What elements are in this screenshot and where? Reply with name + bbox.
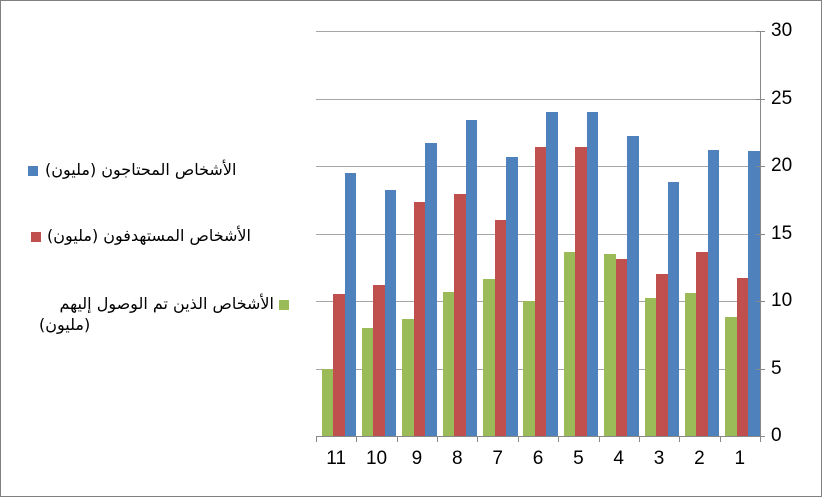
value-axis-tick-5: [756, 368, 765, 370]
gridline-y-30: [316, 31, 760, 32]
legend-label-need: الأشخاص المحتاجون (مليون): [45, 160, 237, 179]
bar-reached-month-1: [725, 317, 737, 436]
bar-reached-month-3: [644, 298, 656, 436]
category-label-3: 3: [653, 448, 665, 469]
plot-area: [316, 31, 760, 436]
category-label-9: 9: [411, 448, 423, 469]
legend-swatch-need: [28, 166, 38, 176]
category-label-2: 2: [694, 448, 705, 469]
bar-need-month-5: [586, 112, 599, 436]
category-axis-tick: [598, 436, 600, 442]
category-axis-tick: [396, 436, 398, 442]
category-axis-tick: [558, 436, 560, 442]
value-axis-tick-30: [756, 31, 765, 32]
bar-reached-month-10: [361, 328, 374, 436]
category-label-10: 10: [365, 448, 388, 469]
legend-label-reached-line1: الأشخاص الذين تم الوصول إليهم: [59, 294, 274, 313]
bar-targeted-month-2: [696, 252, 708, 436]
value-axis-label-0: 0: [771, 425, 782, 446]
value-axis-tick-15: [756, 233, 765, 235]
value-axis-label-15: 15: [771, 222, 793, 244]
bar-targeted-month-9: [413, 202, 426, 436]
bar-targeted-month-3: [656, 274, 668, 436]
bar-need-month-3: [667, 182, 679, 436]
category-label-5: 5: [573, 448, 584, 469]
category-axis-tick: [316, 436, 317, 442]
category-axis-tick: [760, 436, 761, 442]
category-label-8: 8: [451, 448, 463, 469]
value-axis-tick-25: [756, 98, 765, 100]
bar-targeted-month-7: [494, 220, 507, 436]
bar-need-month-7: [506, 156, 518, 436]
bar-targeted-month-6: [534, 147, 547, 436]
bar-targeted-month-8: [454, 194, 466, 436]
value-axis-label-30: 30: [771, 20, 793, 41]
bar-reached-month-9: [402, 318, 414, 436]
bar-targeted-month-1: [736, 278, 749, 436]
bar-reached-month-8: [442, 291, 455, 436]
legend-label-reached-line2: (مليون): [39, 315, 91, 334]
value-axis-tick-10: [756, 301, 765, 302]
value-axis-tick-20: [756, 166, 765, 167]
bar-need-month-6: [546, 112, 558, 436]
value-axis-label-5: 5: [771, 357, 782, 379]
bar-reached-month-7: [483, 279, 495, 436]
value-axis-label-20: 20: [771, 155, 793, 176]
legend-swatch-reached: [279, 300, 289, 310]
bar-reached-month-4: [604, 253, 616, 436]
value-axis-line: [760, 31, 761, 442]
value-axis-label-10: 10: [771, 290, 793, 311]
category-axis-line: [316, 436, 765, 437]
gridline-y-25: [316, 98, 760, 100]
bar-targeted-month-11: [333, 294, 345, 436]
category-axis-tick: [356, 436, 358, 442]
bar-need-month-11: [344, 172, 357, 436]
bar-reached-month-11: [321, 368, 334, 436]
bar-need-month-2: [707, 149, 720, 436]
bar-targeted-month-4: [615, 259, 628, 436]
category-axis-tick: [638, 436, 640, 442]
category-axis-tick: [477, 436, 479, 442]
category-label-7: 7: [492, 448, 503, 469]
category-axis-tick: [719, 436, 721, 442]
category-axis-tick: [679, 436, 681, 442]
bar-need-month-10: [384, 190, 397, 436]
value-axis-label-25: 25: [771, 87, 793, 109]
legend-swatch-targeted: [31, 232, 41, 242]
category-axis-tick: [517, 436, 519, 442]
category-label-1: 1: [734, 448, 746, 469]
bar-need-month-8: [465, 120, 478, 436]
bar-need-month-4: [627, 136, 639, 436]
bar-need-month-9: [425, 143, 437, 436]
bar-reached-month-2: [684, 292, 697, 436]
category-label-11: 11: [326, 448, 347, 469]
legend-label-targeted: الأشخاص المستهدفون (مليون): [47, 226, 251, 245]
category-label-6: 6: [532, 448, 544, 469]
bar-targeted-month-5: [575, 147, 587, 436]
bar-reached-month-5: [563, 252, 576, 436]
category-label-4: 4: [613, 448, 624, 469]
bar-need-month-1: [748, 151, 760, 436]
bar-reached-month-6: [523, 301, 535, 436]
category-axis-tick: [437, 436, 439, 442]
bar-targeted-month-10: [373, 284, 385, 436]
